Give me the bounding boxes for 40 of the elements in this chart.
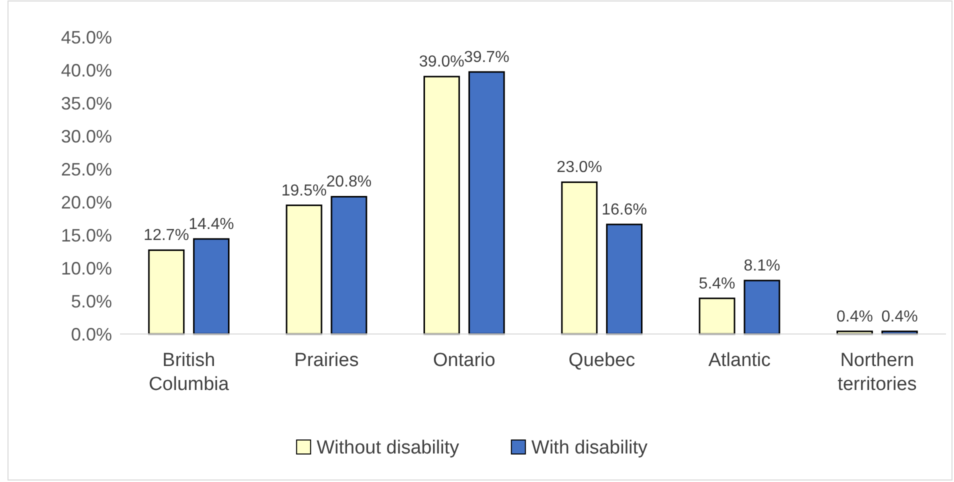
bar	[423, 76, 460, 335]
x-tick-label: Northern territories	[838, 350, 917, 395]
y-tick-label: 0.0%	[70, 324, 112, 344]
y-tick-label: 30.0%	[60, 126, 112, 146]
data-label: 8.1%	[744, 258, 780, 275]
x-tick-label: British Columbia	[148, 350, 230, 395]
bar	[744, 280, 780, 335]
bar	[606, 224, 643, 335]
x-tick-label: Ontario	[433, 350, 496, 371]
bar	[561, 181, 598, 335]
data-label: 39.7%	[464, 48, 510, 66]
data-label: 23.0%	[556, 159, 602, 176]
x-tick-label: Atlantic	[708, 350, 771, 371]
data-label: 16.6%	[602, 201, 647, 218]
data-label: 0.4%	[836, 308, 873, 326]
y-tick-label: 40.0%	[60, 60, 112, 80]
data-label: 20.8%	[326, 174, 372, 191]
y-tick-label: 5.0%	[70, 291, 112, 312]
bar	[148, 249, 185, 335]
bar	[330, 196, 368, 335]
y-tick-label: 35.0%	[60, 93, 112, 114]
data-label: 5.4%	[698, 275, 736, 292]
bar	[193, 238, 230, 335]
data-label: 19.5%	[281, 182, 327, 200]
y-tick-label: 15.0%	[60, 225, 112, 246]
x-tick-label: Quebec	[568, 350, 636, 371]
data-label: 12.7%	[144, 227, 190, 244]
legend-label: Without disability	[316, 438, 460, 459]
data-label: 39.0%	[419, 54, 464, 71]
bar	[286, 204, 322, 335]
y-tick-label: 45.0%	[60, 27, 112, 48]
data-label: 14.4%	[188, 216, 234, 233]
bar	[468, 71, 505, 335]
y-tick-label: 20.0%	[60, 192, 112, 212]
x-tick-label: Prairies	[294, 350, 359, 371]
legend-label: With disability	[531, 438, 648, 459]
y-tick-label: 25.0%	[60, 159, 112, 180]
data-label: 0.4%	[881, 308, 918, 326]
y-tick-label: 10.0%	[60, 258, 112, 278]
bar	[698, 298, 736, 335]
